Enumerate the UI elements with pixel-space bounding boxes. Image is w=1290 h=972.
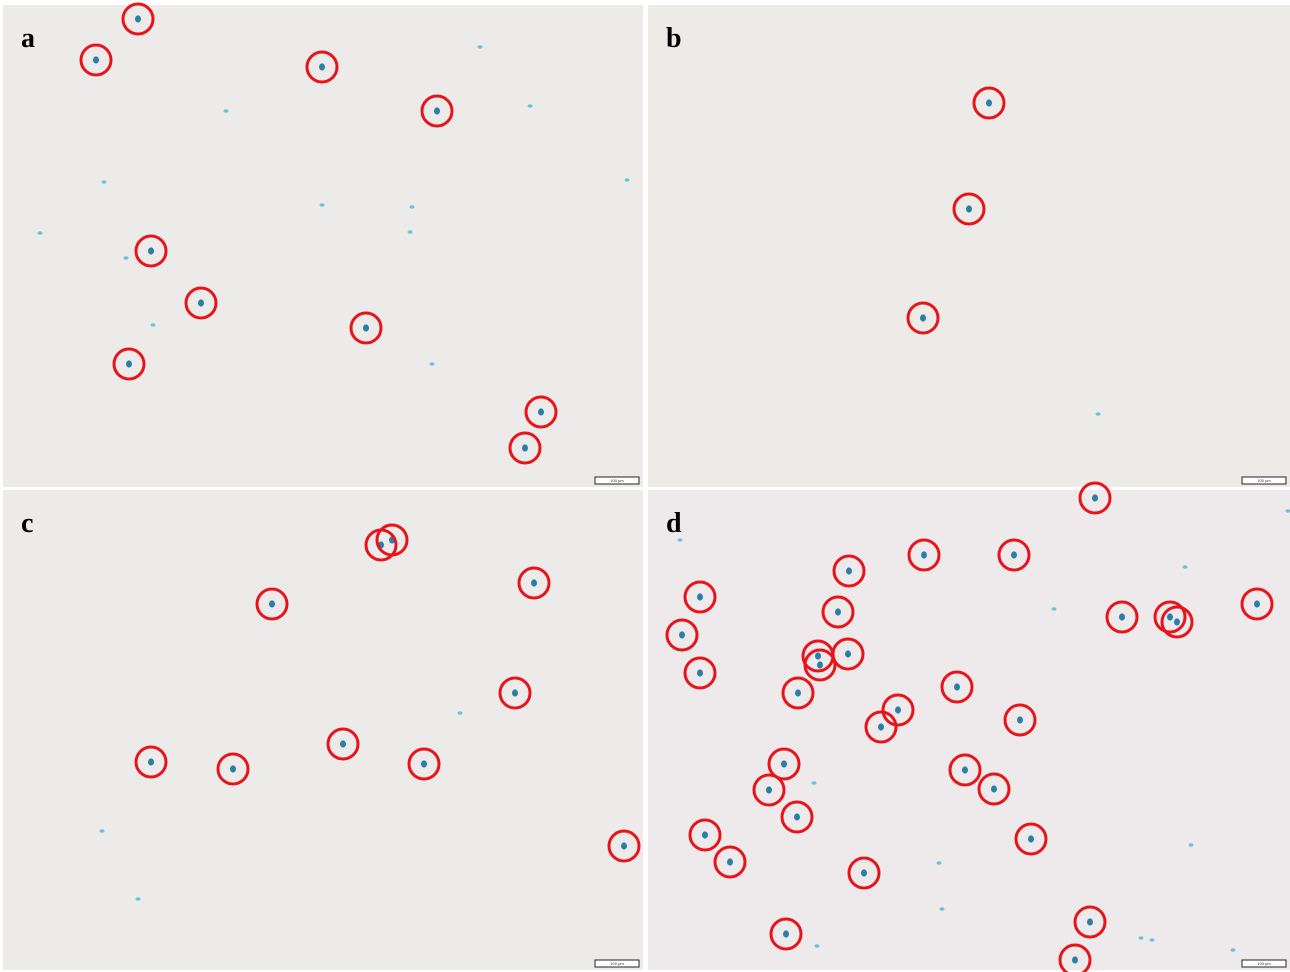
stained-cell: [697, 593, 703, 600]
panel-label: a: [21, 23, 35, 54]
stained-cell: [269, 600, 275, 607]
stained-cell: [151, 323, 156, 327]
stained-cell: [224, 109, 229, 113]
stained-cell: [230, 765, 236, 772]
scale-bar-label: 100 µm: [610, 961, 624, 966]
stained-cell: [1096, 412, 1101, 416]
figure: a 100 µm b 100 µm c 100 µm d 100 µm: [0, 0, 1290, 972]
stained-cell: [340, 740, 346, 747]
stained-cell: [363, 324, 369, 331]
stained-cell: [815, 652, 821, 659]
stained-cell: [320, 203, 325, 207]
stained-cell: [528, 104, 533, 108]
stained-cell: [1072, 956, 1078, 963]
stained-cell: [1167, 613, 1173, 620]
stained-cell: [102, 180, 107, 184]
stained-cell: [795, 689, 801, 696]
scale-bar-label: 100 µm: [1257, 961, 1271, 966]
panel-label: b: [666, 23, 682, 54]
stained-cell: [100, 829, 105, 833]
panel: d 100 µm: [648, 490, 1290, 970]
stained-cell: [319, 63, 325, 70]
stained-cell: [621, 842, 627, 849]
stained-cell: [920, 314, 926, 321]
scale-bar-label: 100 µm: [1257, 478, 1271, 483]
panel-label: c: [21, 508, 33, 539]
stained-cell: [136, 897, 141, 901]
panel: c 100 µm: [3, 490, 643, 970]
stained-cell: [986, 99, 992, 106]
stained-cell: [727, 858, 733, 865]
stained-cell: [781, 760, 787, 767]
stained-cell: [1231, 948, 1236, 952]
stained-cell: [817, 661, 823, 668]
stained-cell: [878, 723, 884, 730]
stained-cell: [921, 551, 927, 558]
stained-cell: [1092, 494, 1098, 501]
stained-cell: [702, 831, 708, 838]
stained-cell: [966, 205, 972, 212]
micrograph: [3, 5, 643, 487]
micrograph: [648, 5, 1290, 487]
stained-cell: [1189, 843, 1194, 847]
stained-cell: [846, 567, 852, 574]
stained-cell: [1119, 613, 1125, 620]
stained-cell: [812, 781, 817, 785]
stained-cell: [1254, 600, 1260, 607]
stained-cell: [1139, 936, 1144, 940]
stained-cell: [991, 785, 997, 792]
stained-cell: [512, 689, 518, 696]
stained-cell: [1183, 565, 1188, 569]
micrograph: [3, 490, 643, 970]
stained-cell: [1150, 938, 1155, 942]
stained-cell: [845, 650, 851, 657]
stained-cell: [895, 706, 901, 713]
stained-cell: [126, 360, 132, 367]
stained-cell: [458, 711, 463, 715]
stained-cell: [766, 786, 772, 793]
stained-cell: [148, 758, 154, 765]
stained-cell: [522, 444, 528, 451]
stained-cell: [954, 683, 960, 690]
stained-cell: [1174, 618, 1180, 625]
stained-cell: [1052, 607, 1057, 611]
stained-cell: [198, 299, 204, 306]
stained-cell: [124, 256, 129, 260]
stained-cell: [940, 907, 945, 911]
stained-cell: [1011, 551, 1017, 558]
stained-cell: [478, 45, 483, 49]
stained-cell: [783, 930, 789, 937]
stained-cell: [93, 56, 99, 63]
stained-cell: [1028, 835, 1034, 842]
stained-cell: [434, 107, 440, 114]
stained-cell: [1017, 716, 1023, 723]
stained-cell: [697, 669, 703, 676]
stained-cell: [421, 760, 427, 767]
stained-cell: [937, 861, 942, 865]
stained-cell: [148, 247, 154, 254]
stained-cell: [625, 178, 630, 182]
stained-cell: [430, 362, 435, 366]
stained-cell: [538, 408, 544, 415]
stained-cell: [410, 205, 415, 209]
panel: b 100 µm: [648, 5, 1290, 487]
stained-cell: [679, 631, 685, 638]
panel-label: d: [666, 508, 682, 539]
stained-cell: [835, 608, 841, 615]
scale-bar-label: 100 µm: [610, 478, 624, 483]
micrograph: [648, 490, 1290, 970]
panel: a 100 µm: [3, 5, 643, 487]
stained-cell: [794, 813, 800, 820]
stained-cell: [38, 231, 43, 235]
stained-cell: [408, 230, 413, 234]
stained-cell: [815, 944, 820, 948]
stained-cell: [135, 15, 141, 22]
stained-cell: [531, 579, 537, 586]
stained-cell: [962, 766, 968, 773]
stained-cell: [861, 869, 867, 876]
stained-cell: [1087, 918, 1093, 925]
